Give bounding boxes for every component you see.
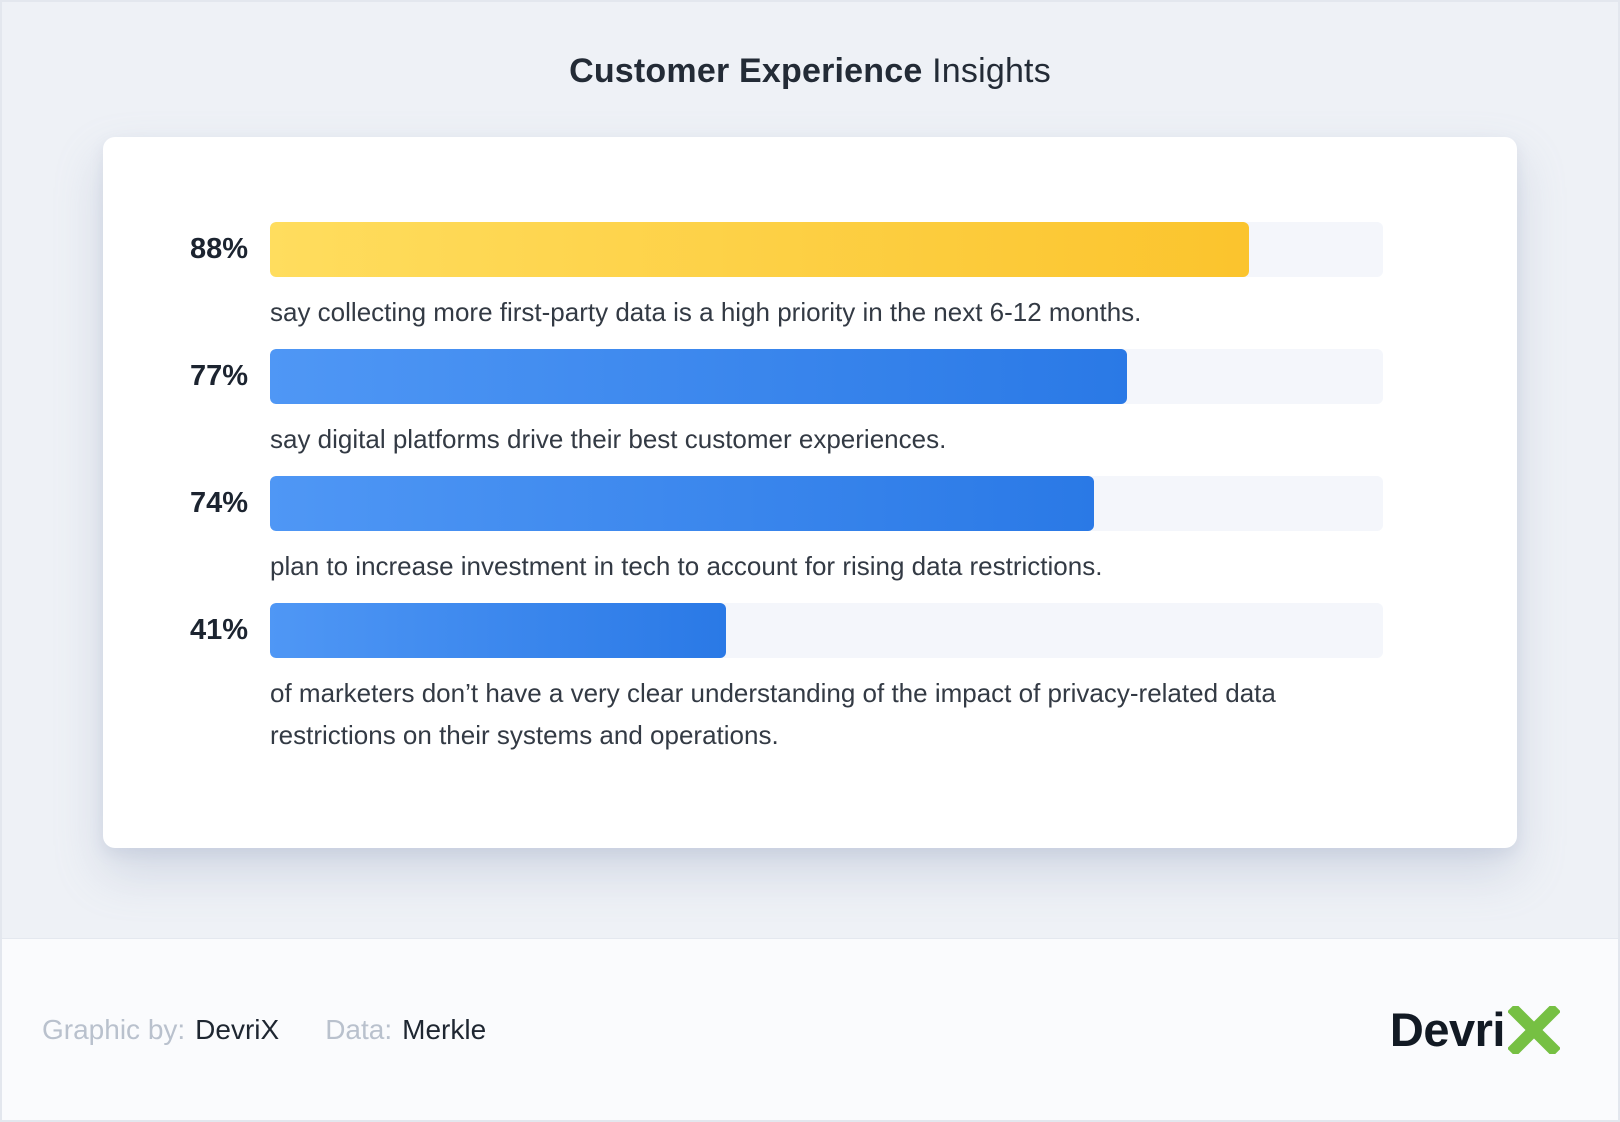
bar-fill: [270, 476, 1094, 531]
bar-value-label: 77%: [190, 360, 249, 392]
data-source-value: Merkle: [402, 1013, 487, 1045]
bar-track: [270, 603, 1383, 658]
bar-value-label: 41%: [190, 614, 249, 646]
bar-description: say digital platforms drive their best c…: [270, 424, 947, 454]
chart-row: 88% say collecting more first-party data …: [190, 222, 1383, 333]
devrix-logo-text: Devri: [1389, 1003, 1506, 1056]
bar-description: say collecting more first-party data is …: [270, 297, 1142, 327]
bar-line: 88%: [190, 222, 1383, 277]
devrix-logo: Devri: [1390, 1002, 1560, 1057]
bar-fill: [270, 603, 727, 658]
page-title: Customer Experience Insights: [2, 2, 1618, 91]
graphic-by-label: Graphic by:: [42, 1013, 186, 1045]
bar-fill: [270, 222, 1250, 277]
bar-line: 41%: [190, 603, 1383, 658]
bar-line: 77%: [190, 349, 1383, 404]
bar-description: plan to increase investment in tech to a…: [270, 551, 1103, 581]
bar-value-label: 88%: [190, 233, 249, 265]
chart-row: 77% say digital platforms drive their bes…: [190, 349, 1383, 460]
data-source-label: Data:: [325, 1013, 393, 1045]
page-title-bold: Customer Experience: [569, 52, 923, 90]
bar-track: [270, 222, 1383, 277]
footer: Graphic by: DevriX Data: Merkle Devri: [2, 938, 1618, 1120]
devrix-logo-x-icon: [1508, 1005, 1560, 1054]
bar-chart: 88% say collecting more first-party data …: [190, 222, 1383, 756]
page-title-light: Insights: [932, 52, 1051, 90]
bar-fill: [270, 349, 1127, 404]
chart-row: 41% of marketers don’t have a very clear …: [190, 603, 1383, 756]
bar-description: of marketers don’t have a very clear und…: [270, 678, 1276, 750]
bar-line: 74%: [190, 476, 1383, 531]
graphic-by-value: DevriX: [195, 1013, 280, 1045]
chart-card: 88% say collecting more first-party data …: [103, 137, 1517, 848]
bar-track: [270, 476, 1383, 531]
bar-value-label: 74%: [190, 487, 249, 519]
credits: Graphic by: DevriX Data: Merkle: [42, 1014, 486, 1046]
bar-track: [270, 349, 1383, 404]
chart-row: 74% plan to increase investment in tech t…: [190, 476, 1383, 587]
